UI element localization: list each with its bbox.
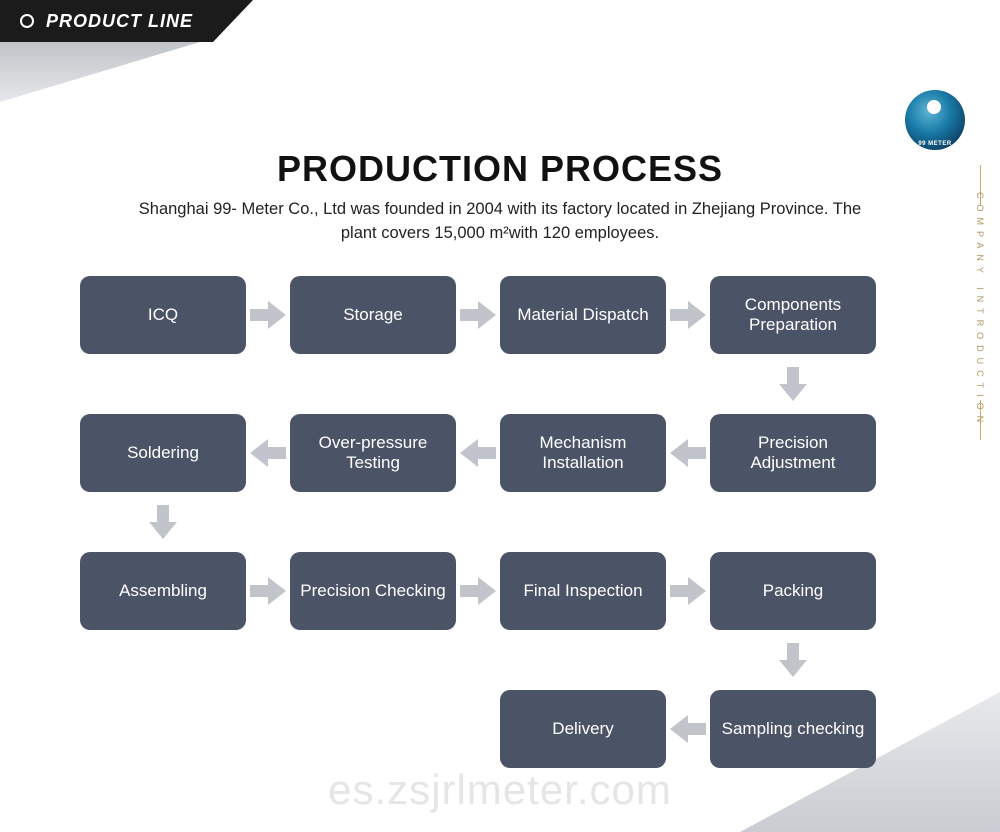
node-precision-chk: Precision Checking — [290, 552, 456, 630]
flow-vrow-2 — [80, 502, 900, 542]
brand-logo: 99 METER — [905, 90, 965, 150]
logo-text: 99 METER — [918, 141, 951, 147]
arrow-left-icon — [666, 713, 710, 745]
flow-vrow-3 — [80, 640, 900, 680]
flowchart: ICQ Storage Material Dispatch Components… — [80, 276, 900, 778]
header-label: PRODUCT LINE — [46, 11, 193, 32]
flow-row-2: Soldering Over-pressure Testing Mechanis… — [80, 414, 900, 492]
node-components: Components Preparation — [710, 276, 876, 354]
flow-row-1: ICQ Storage Material Dispatch Components… — [80, 276, 900, 354]
arrow-right-icon — [246, 299, 290, 331]
node-final: Final Inspection — [500, 552, 666, 630]
arrow-left-icon — [456, 437, 500, 469]
header-tab: PRODUCT LINE — [0, 0, 253, 42]
flow-row-4: Delivery Sampling checking — [80, 690, 900, 768]
node-precision-adj: Precision Adjustment — [710, 414, 876, 492]
flow-vrow-1 — [80, 364, 900, 404]
arrow-right-icon — [666, 299, 710, 331]
arrow-right-icon — [456, 575, 500, 607]
arrow-down-icon — [710, 367, 876, 401]
bullet-icon — [20, 14, 34, 28]
node-sampling: Sampling checking — [710, 690, 876, 768]
node-icq: ICQ — [80, 276, 246, 354]
header-bar: PRODUCT LINE — [0, 0, 1000, 42]
arrow-down-icon — [80, 505, 246, 539]
arrow-left-icon — [666, 437, 710, 469]
decor-triangle-top — [0, 42, 200, 102]
arrow-right-icon — [246, 575, 290, 607]
flow-row-3: Assembling Precision Checking Final Insp… — [80, 552, 900, 630]
node-mechanism: Mechanism Installation — [500, 414, 666, 492]
page-title: PRODUCTION PROCESS — [0, 148, 1000, 190]
node-assembling: Assembling — [80, 552, 246, 630]
node-delivery: Delivery — [500, 690, 666, 768]
node-packing: Packing — [710, 552, 876, 630]
page-subtitle: Shanghai 99- Meter Co., Ltd was founded … — [0, 198, 1000, 246]
side-line-bottom — [980, 400, 981, 440]
arrow-right-icon — [456, 299, 500, 331]
node-material: Material Dispatch — [500, 276, 666, 354]
arrow-down-icon — [710, 643, 876, 677]
arrow-left-icon — [246, 437, 290, 469]
node-soldering: Soldering — [80, 414, 246, 492]
node-storage: Storage — [290, 276, 456, 354]
node-overpressure: Over-pressure Testing — [290, 414, 456, 492]
arrow-right-icon — [666, 575, 710, 607]
